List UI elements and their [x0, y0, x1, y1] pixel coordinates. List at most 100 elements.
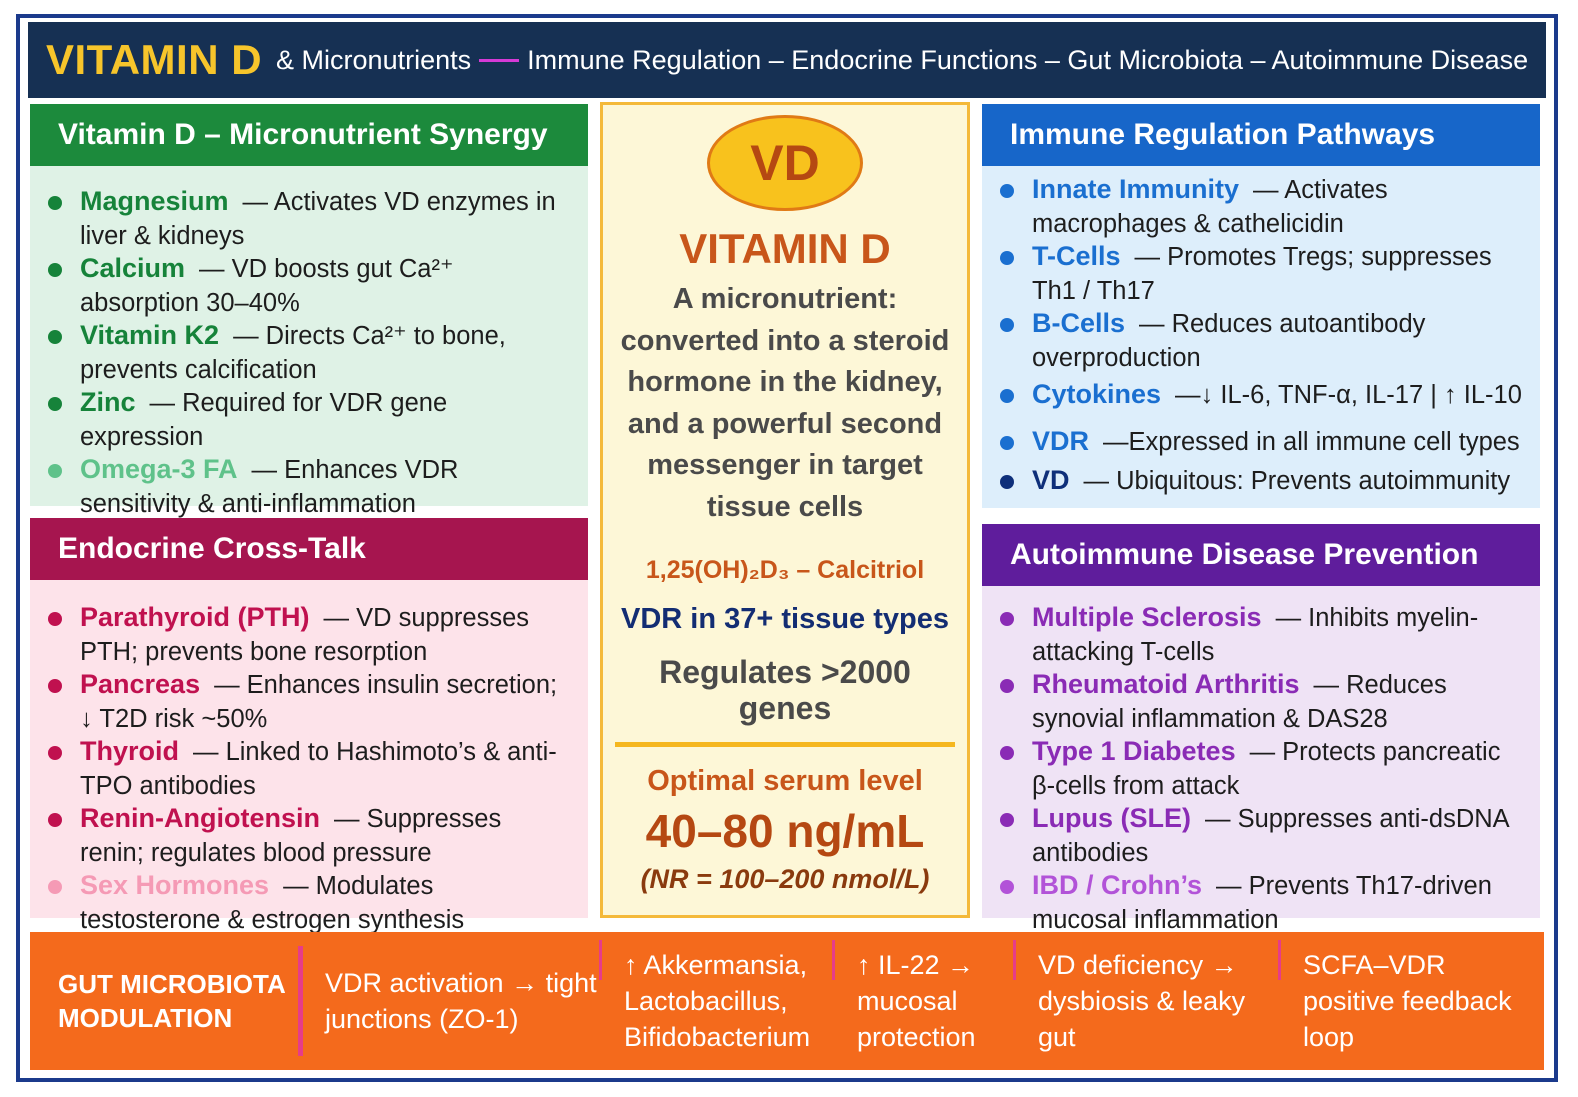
bullet-icon — [1000, 475, 1014, 489]
item-desc: — Activates VD enzymes in liver & kidney… — [80, 188, 556, 250]
bullet-icon — [48, 746, 62, 760]
bullet-icon — [1000, 746, 1014, 760]
item-desc: — Ubiquitous: Prevents autoimmunity — [1083, 467, 1511, 495]
center-divider — [615, 742, 955, 747]
bullet-icon — [1000, 251, 1014, 265]
item-name: Lupus (SLE) — [1032, 803, 1191, 833]
endocrine-heading: Endocrine Cross-Talk — [30, 518, 588, 580]
bullet-icon — [48, 464, 62, 478]
item-name: Calcium — [80, 253, 186, 283]
item-desc: — Enhances VDR sensitivity & anti-inflam… — [80, 456, 459, 518]
gut-divider — [1013, 940, 1016, 980]
optimal-serum-label: Optimal serum level — [647, 765, 923, 797]
autoimmune-panel: Autoimmune Disease Prevention Multiple S… — [982, 524, 1540, 934]
gut-title-line2: MODULATION — [58, 1003, 233, 1033]
item-name: Renin-Angiotensin — [80, 803, 320, 833]
endocrine-panel: Endocrine Cross-Talk Parathyroid (PTH) — … — [30, 518, 588, 934]
item-name: Rheumatoid Arthritis — [1032, 669, 1300, 699]
item-desc: — Activates macrophages & cathelicidin — [1032, 176, 1388, 238]
bullet-icon — [48, 679, 62, 693]
endocrine-item: Renin-Angiotensin — Suppresses renin; reg… — [48, 801, 548, 870]
immune-item: VDR —Expressed in all immune cell types — [1000, 424, 1530, 459]
item-desc: — Promotes Tregs; suppresses Th1 / Th17 — [1032, 243, 1492, 305]
bullet-icon — [48, 263, 62, 277]
item-desc: — VD boosts gut Ca²⁺ absorption 30–40% — [80, 255, 454, 317]
immune-heading: Immune Regulation Pathways — [982, 104, 1540, 166]
vitamin-d-center-panel: VD VITAMIN D A micronutrient: converted … — [600, 102, 970, 918]
item-name: IBD / Crohn’s — [1032, 870, 1203, 900]
item-desc: — Modulates testosterone & estrogen synt… — [80, 872, 465, 934]
optimal-serum-value: 40–80 ng/mL — [645, 805, 925, 857]
immune-panel: Immune Regulation Pathways Innate Immuni… — [982, 104, 1540, 508]
item-desc: — Enhances insulin secretion; ↓ T2D risk… — [80, 671, 558, 733]
endocrine-item: Pancreas — Enhances insulin secretion; ↓ … — [48, 667, 568, 736]
autoimmune-item: IBD / Crohn’s — Prevents Th17-driven muco… — [1000, 868, 1520, 937]
bullet-icon — [48, 330, 62, 344]
item-desc: — Reduces autoantibody overproduction — [1032, 310, 1426, 372]
item-name: Magnesium — [80, 186, 229, 216]
item-desc: — Inhibits myelin-attacking T-cells — [1032, 604, 1479, 666]
header-title: VITAMIN D — [46, 36, 263, 83]
gut-title: GUT MICROBIOTA MODULATION — [30, 967, 298, 1035]
item-desc: — Linked to Hashimoto’s & anti-TPO antib… — [80, 738, 557, 800]
synergy-item: Vitamin K2— Directs Ca²⁺ to bone, preven… — [48, 318, 568, 387]
item-desc: — Reduces synovial inflammation & DAS28 — [1032, 671, 1447, 733]
bullet-icon — [48, 612, 62, 626]
bullet-icon — [1000, 679, 1014, 693]
item-name: VD — [1032, 465, 1070, 495]
synergy-list: Magnesium — Activates VD enzymes in liver… — [30, 166, 588, 521]
calcitriol-label: 1,25(OH)₂D₃ – Calcitriol — [645, 556, 925, 584]
immune-item: Cytokines —↓ IL-6, TNF-α, IL-17 | ↑ IL-10 — [1000, 377, 1530, 412]
bullet-icon — [1000, 318, 1014, 332]
bullet-icon — [1000, 880, 1014, 894]
autoimmune-item: Multiple Sclerosis — Inhibits myelin-atta… — [1000, 600, 1520, 669]
synergy-item: Omega-3 FA — Enhances VDR sensitivity & a… — [48, 452, 488, 521]
synergy-item: Magnesium — Activates VD enzymes in liver… — [48, 184, 568, 253]
synergy-panel: Vitamin D – Micronutrient Synergy Magnes… — [30, 104, 588, 518]
item-name: VDR — [1032, 426, 1090, 456]
regulates-genes-label: Regulates >2000 genes — [659, 654, 911, 726]
immune-item: B-Cells — Reduces autoantibody overproduc… — [1000, 306, 1470, 375]
item-name: Zinc — [80, 387, 136, 417]
item-name: Cytokines — [1032, 379, 1162, 409]
item-name: Vitamin K2 — [80, 320, 220, 350]
item-name: Parathyroid (PTH) — [80, 602, 310, 632]
endocrine-list: Parathyroid (PTH) — VD suppresses PTH; pr… — [30, 580, 588, 937]
gut-title-line1: GUT MICROBIOTA — [58, 969, 286, 999]
bullet-icon — [1000, 436, 1014, 450]
center-description: A micronutrient: converted into a steroi… — [620, 283, 950, 523]
bullet-icon — [1000, 389, 1014, 403]
item-desc: — Suppresses anti-dsDNA antibodies — [1032, 805, 1509, 867]
item-name: B-Cells — [1032, 308, 1126, 338]
center-title: VITAMIN D — [679, 225, 891, 272]
endocrine-item: Parathyroid (PTH) — VD suppresses PTH; pr… — [48, 600, 548, 669]
gut-cell: VDR activation → tight junctions (ZO-1) — [325, 968, 597, 1034]
item-name: Pancreas — [80, 669, 201, 699]
item-desc: — Directs Ca²⁺ to bone, prevents calcifi… — [80, 322, 506, 384]
immune-list: Innate Immunity — Activates macrophages &… — [982, 166, 1540, 498]
item-name: Innate Immunity — [1032, 174, 1240, 204]
item-desc: —Expressed in all immune cell types — [1103, 428, 1520, 456]
autoimmune-heading: Autoimmune Disease Prevention — [982, 524, 1540, 586]
optimal-serum-nr: (NR = 100–200 nmol/L) — [640, 864, 930, 894]
gut-divider — [1278, 940, 1281, 980]
bullet-icon — [1000, 612, 1014, 626]
item-name: Omega-3 FA — [80, 454, 238, 484]
synergy-item: Zinc — Required for VDR gene expression — [48, 385, 488, 454]
bullet-icon — [1000, 184, 1014, 198]
endocrine-item: Thyroid — Linked to Hashimoto’s & anti-TP… — [48, 734, 568, 803]
gut-cell: VD deficiency → dysbiosis & leaky gut — [1038, 950, 1246, 1052]
autoimmune-item: Type 1 Diabetes — Protects pancreatic β-c… — [1000, 734, 1520, 803]
gut-cell: ↑ IL-22 → mucosal protection — [857, 950, 976, 1052]
vd-badge: VD — [707, 115, 863, 211]
immune-item: Innate Immunity — Activates macrophages &… — [1000, 172, 1470, 241]
autoimmune-list: Multiple Sclerosis — Inhibits myelin-atta… — [982, 586, 1540, 937]
gut-cell: ↑ Akkermansia, Lactobacillus, Bifidobact… — [624, 950, 811, 1052]
endocrine-item: Sex Hormones — Modulates testosterone & e… — [48, 868, 548, 937]
header-dash-divider — [479, 58, 520, 62]
vdr-tissue-label: VDR in 37+ tissue types — [621, 603, 949, 635]
item-name: Multiple Sclerosis — [1032, 602, 1262, 632]
immune-item: VD — Ubiquitous: Prevents autoimmunity — [1000, 463, 1530, 498]
bullet-icon — [48, 397, 62, 411]
gut-cell: SCFA–VDR positive feedback loop — [1303, 950, 1512, 1052]
